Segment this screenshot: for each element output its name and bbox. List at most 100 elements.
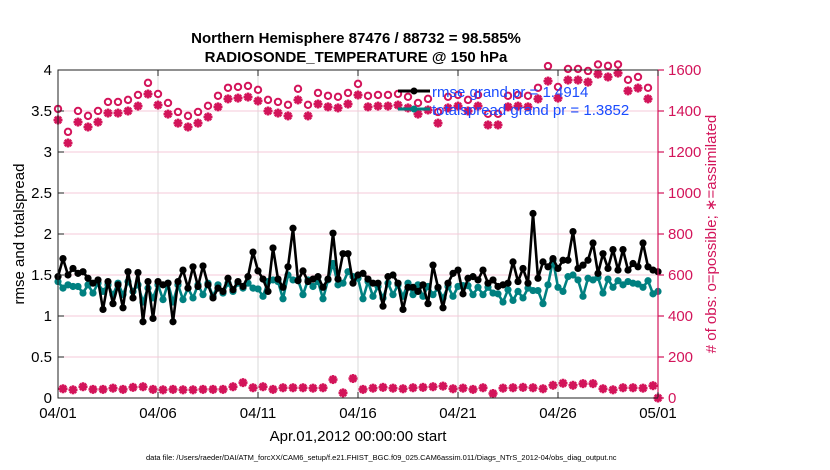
obs-possible-marker: [153, 89, 163, 99]
obs-possible-marker: [83, 111, 93, 121]
obs-offsynoptic-marker: [468, 384, 478, 394]
x-tick-label: 04/21: [439, 405, 477, 422]
obs-offsynoptic-marker: [88, 384, 98, 394]
obs-assimilated-marker: [643, 94, 653, 104]
obs-offsynoptic-marker: [248, 383, 258, 393]
star-core: [224, 95, 232, 103]
rmse-point: [474, 276, 482, 284]
obs-assimilated-marker: [173, 118, 183, 128]
obs-offsynoptic-marker: [358, 384, 368, 394]
obs-assimilated-marker: [93, 117, 103, 127]
rmse-point: [589, 239, 597, 247]
obs-offsynoptic-marker: [158, 385, 168, 395]
obs-offsynoptic-marker: [68, 385, 78, 395]
rmse-point: [234, 277, 242, 286]
obs-offsynoptic-marker: [288, 383, 298, 393]
obs-offsynoptic-marker: [258, 382, 268, 392]
spread-point: [494, 290, 502, 298]
obs-possible-marker: [473, 90, 483, 100]
y2-tick-label: 400: [668, 308, 693, 325]
obs-assimilated-marker: [583, 77, 593, 87]
spread-point: [279, 295, 287, 303]
rmse-point: [319, 283, 327, 291]
obs-assimilated-marker: [323, 102, 333, 112]
rmse-point: [174, 277, 182, 286]
obs-assimilated-marker: [263, 106, 273, 116]
star-core: [544, 77, 552, 85]
rmse-point: [419, 281, 427, 289]
obs-assimilated-marker: [543, 76, 553, 86]
spread-point: [179, 296, 187, 304]
obs-possible-marker: [263, 95, 273, 105]
obs-offsynoptic-marker: [318, 383, 328, 393]
obs-offsynoptic-marker: [488, 388, 498, 398]
obs-assimilated-marker: [143, 89, 153, 99]
star-core: [364, 103, 372, 111]
obs-offsynoptic-marker: [138, 382, 148, 392]
rmse-point: [364, 275, 372, 283]
obs-possible-marker: [593, 60, 603, 69]
y2-tick-label: 1000: [668, 185, 701, 202]
rmse-point: [209, 294, 217, 302]
star-core: [79, 383, 87, 391]
star-core: [394, 101, 402, 109]
rmse-point: [64, 271, 72, 279]
obs-assimilated-marker: [483, 120, 493, 130]
obs-possible-marker: [623, 75, 633, 84]
rmse-point: [124, 268, 132, 276]
star-core: [584, 78, 592, 86]
obs-possible-marker: [333, 92, 343, 102]
star-core: [219, 385, 227, 393]
star-core: [624, 87, 632, 95]
obs-assimilated-marker: [123, 106, 133, 116]
obs-possible-marker: [443, 92, 453, 102]
star-core: [649, 382, 657, 390]
star-core: [494, 121, 502, 129]
star-core: [609, 386, 617, 394]
star-core: [339, 389, 347, 397]
obs-assimilated-marker: [73, 117, 83, 127]
y-tick-label: 0.5: [31, 349, 52, 366]
star-core: [149, 385, 157, 393]
star-core: [509, 384, 517, 392]
spread-point: [604, 275, 612, 283]
y2-tick-label: 1600: [668, 62, 701, 79]
obs-possible-marker: [233, 82, 243, 92]
rmse-point: [164, 279, 172, 287]
obs-offsynoptic-marker: [338, 388, 348, 398]
y-tick-label: 4: [44, 62, 52, 79]
star-core: [134, 102, 142, 110]
star-core: [319, 384, 327, 392]
star-core: [209, 385, 217, 393]
star-core: [489, 390, 497, 397]
rmse-point: [404, 283, 412, 291]
star-core: [564, 76, 572, 84]
rmse-point: [634, 263, 642, 271]
rmse-point: [79, 268, 87, 276]
y2-tick-label: 600: [668, 267, 693, 284]
rmse-point: [529, 209, 537, 218]
obs-offsynoptic-marker: [238, 378, 248, 388]
obs-assimilated-marker: [153, 100, 163, 110]
rmse-point: [504, 279, 512, 287]
star-core: [444, 104, 452, 112]
rmse-point: [479, 266, 487, 274]
star-core: [94, 118, 102, 126]
rmse-point: [519, 264, 527, 273]
obs-offsynoptic-marker: [608, 385, 618, 395]
obs-possible-marker: [483, 109, 493, 119]
obs-offsynoptic-marker: [568, 380, 578, 390]
star-core: [334, 104, 342, 112]
star-core: [179, 386, 187, 394]
obs-possible-marker: [563, 64, 573, 74]
rmse-point: [179, 266, 187, 274]
obs-assimilated-marker: [563, 75, 573, 85]
star-core: [109, 384, 117, 392]
spread-point: [254, 285, 262, 293]
obs-possible-marker: [193, 107, 203, 117]
spread-point: [479, 291, 487, 299]
rmse-point: [389, 271, 397, 279]
rmse-point: [434, 283, 442, 291]
y2-axis-label: # of obs: o=possible; ∗=assimilated: [703, 115, 720, 354]
obs-possible-marker: [383, 90, 393, 100]
